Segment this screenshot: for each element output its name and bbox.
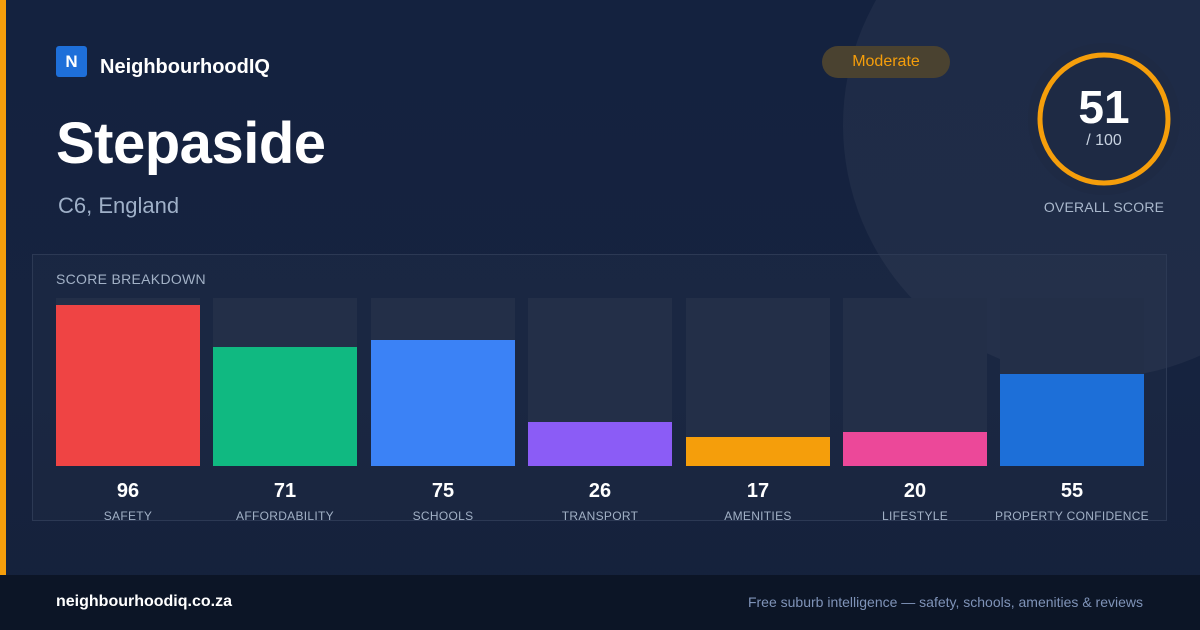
footer-url: neighbourhoodiq.co.za <box>56 593 232 610</box>
bar-value: 17 <box>746 480 770 502</box>
bar-label: SCHOOLS <box>412 509 474 523</box>
bar-track <box>843 298 987 466</box>
bar-fill <box>56 305 200 466</box>
bar-fill <box>213 347 357 466</box>
bar-track <box>371 298 515 466</box>
bar-value: 20 <box>903 480 927 502</box>
bar-label: AFFORDABILITY <box>236 509 334 523</box>
overall-score-max: / 100 <box>1086 132 1122 149</box>
bar-value: 96 <box>116 480 140 502</box>
bar-value: 71 <box>273 480 297 502</box>
brand-name: NeighbourhoodIQ <box>100 56 270 78</box>
bar-track <box>1000 298 1144 466</box>
overall-score-value: 51 <box>1078 81 1130 133</box>
bar-value: 75 <box>431 480 455 502</box>
accent-strip <box>0 0 6 575</box>
bar-fill <box>843 432 987 466</box>
suburb-location: C6, England <box>58 193 180 218</box>
gauge-ring-icon <box>1028 43 1180 195</box>
bar-label: LIFESTYLE <box>881 509 949 523</box>
bar-fill <box>371 340 515 466</box>
score-breakdown-title: SCORE BREAKDOWN <box>56 271 206 287</box>
rating-badge: Moderate <box>822 46 950 78</box>
gauge-ring <box>1037 52 1171 186</box>
footer: neighbourhoodiq.co.za Free suburb intell… <box>0 575 1200 630</box>
bar-value: 55 <box>1060 480 1084 502</box>
overall-score-label: OVERALL SCORE <box>1043 199 1165 215</box>
bar-label: SAFETY <box>103 509 153 523</box>
bar-label: PROPERTY CONFIDENCE <box>995 509 1149 523</box>
score-breakdown-panel <box>32 254 1167 521</box>
bar-label: TRANSPORT <box>561 509 639 523</box>
suburb-title: Stepaside <box>56 111 326 176</box>
bar-fill <box>528 422 672 466</box>
bar-fill <box>686 437 830 466</box>
overall-score-gauge: 51 / 100 <box>1028 43 1180 195</box>
bar-label: AMENITIES <box>724 509 792 523</box>
bar-track <box>686 298 830 466</box>
bar-fill <box>1000 374 1144 466</box>
bar-track <box>213 298 357 466</box>
brand-logo-icon: N <box>56 46 87 77</box>
bar-track <box>528 298 672 466</box>
footer-tagline: Free suburb intelligence — safety, schoo… <box>747 594 1143 610</box>
bar-track <box>56 298 200 466</box>
bar-value: 26 <box>588 480 612 502</box>
